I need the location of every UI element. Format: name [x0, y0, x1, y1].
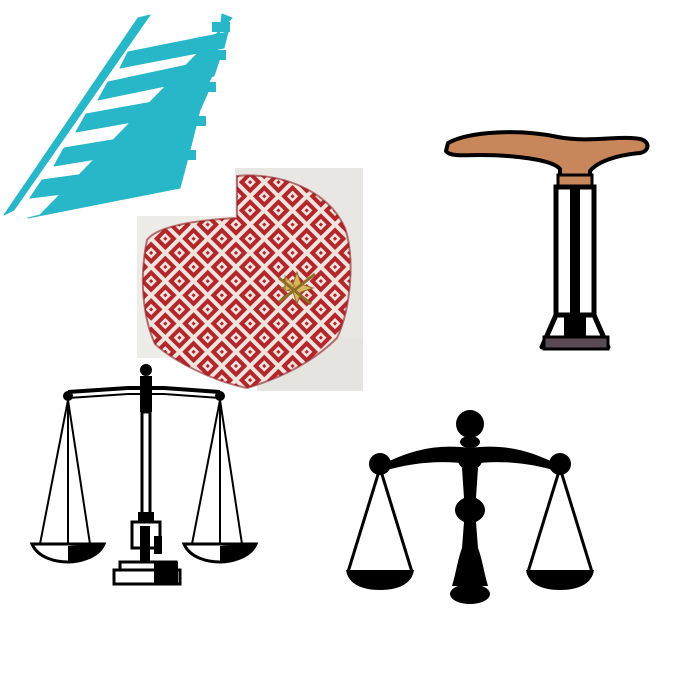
balance-scale-outline-icon — [28, 362, 260, 587]
balance-scale-silhouette-icon — [342, 408, 600, 608]
railroad-track-icon — [0, 10, 240, 225]
walking-cane-icon — [440, 125, 655, 360]
patterned-cap-icon — [137, 168, 363, 391]
